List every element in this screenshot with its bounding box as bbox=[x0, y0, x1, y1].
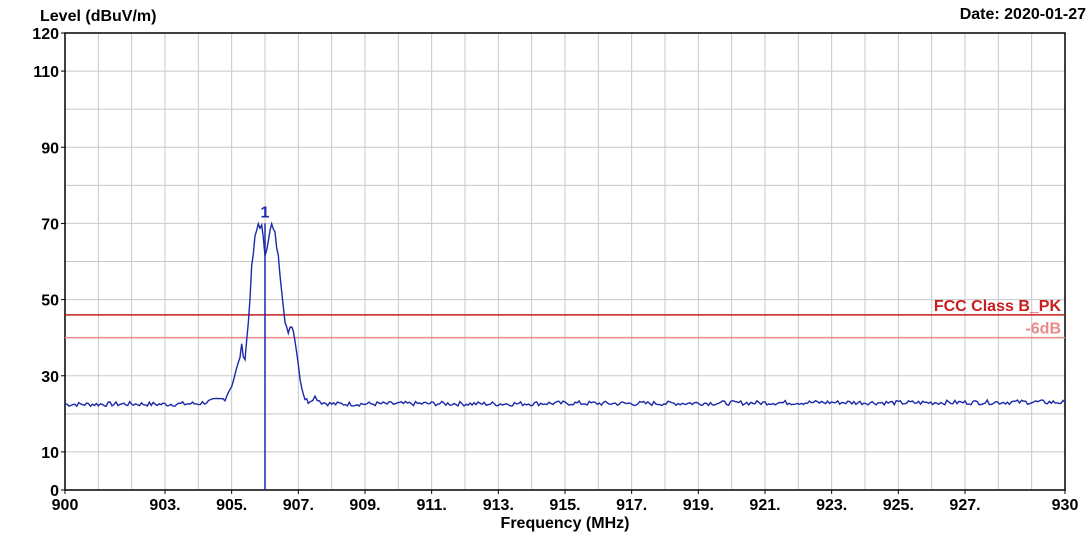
y-tick-label: 90 bbox=[41, 140, 59, 157]
y-tick-label: 120 bbox=[32, 26, 59, 43]
marker-label: 1 bbox=[261, 204, 270, 221]
x-tick-label: 930 bbox=[1052, 497, 1079, 514]
y-tick-label: 30 bbox=[41, 369, 59, 386]
x-axis-title: Frequency (MHz) bbox=[501, 515, 630, 532]
limit-line-label: FCC Class B_PK bbox=[934, 298, 1062, 315]
y-tick-label: 110 bbox=[33, 64, 59, 81]
y-tick-label: 70 bbox=[41, 216, 59, 233]
x-tick-label: 909. bbox=[349, 497, 380, 514]
x-tick-label: 915. bbox=[549, 497, 580, 514]
x-tick-label: 919. bbox=[683, 497, 714, 514]
y-tick-label: 10 bbox=[41, 445, 59, 462]
y-axis-title: Level (dBuV/m) bbox=[40, 8, 157, 25]
x-tick-label: 900 bbox=[52, 497, 79, 514]
x-tick-label: 907. bbox=[283, 497, 314, 514]
limit-line-label: -6dB bbox=[1025, 321, 1061, 338]
x-tick-label: 927. bbox=[949, 497, 980, 514]
x-tick-label: 923. bbox=[816, 497, 847, 514]
x-tick-label: 921. bbox=[749, 497, 780, 514]
y-tick-label: 50 bbox=[41, 293, 59, 310]
x-tick-label: 917. bbox=[616, 497, 647, 514]
y-tick-label: 0 bbox=[50, 483, 59, 500]
x-tick-label: 925. bbox=[883, 497, 914, 514]
date-label: Date: 2020-01-27 bbox=[959, 6, 1086, 23]
x-tick-label: 903. bbox=[149, 497, 180, 514]
trace-line bbox=[64, 221, 1066, 408]
x-tick-label: 905. bbox=[216, 497, 247, 514]
x-tick-label: 913. bbox=[483, 497, 514, 514]
x-tick-label: 911. bbox=[417, 497, 447, 514]
